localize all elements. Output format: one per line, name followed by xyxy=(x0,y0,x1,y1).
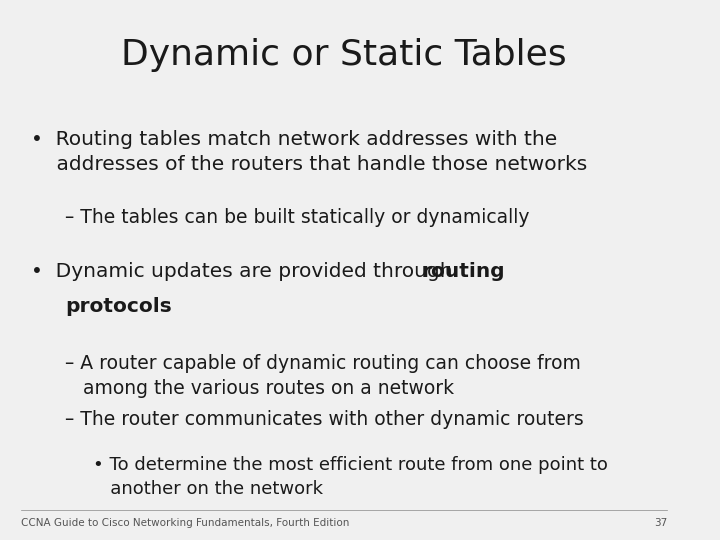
Text: CCNA Guide to Cisco Networking Fundamentals, Fourth Edition: CCNA Guide to Cisco Networking Fundament… xyxy=(21,518,349,529)
Text: protocols: protocols xyxy=(66,297,172,316)
Text: – A router capable of dynamic routing can choose from
   among the various route: – A router capable of dynamic routing ca… xyxy=(66,354,581,397)
Text: – The router communicates with other dynamic routers: – The router communicates with other dyn… xyxy=(66,410,584,429)
Text: routing: routing xyxy=(421,262,505,281)
Text: •  Routing tables match network addresses with the
    addresses of the routers : • Routing tables match network addresses… xyxy=(31,130,588,173)
Text: •  Dynamic updates are provided through: • Dynamic updates are provided through xyxy=(31,262,459,281)
Text: • To determine the most efficient route from one point to
   another on the netw: • To determine the most efficient route … xyxy=(93,456,608,498)
Text: Dynamic or Static Tables: Dynamic or Static Tables xyxy=(121,38,567,72)
Text: – The tables can be built statically or dynamically: – The tables can be built statically or … xyxy=(66,208,530,227)
Text: 37: 37 xyxy=(654,518,667,529)
